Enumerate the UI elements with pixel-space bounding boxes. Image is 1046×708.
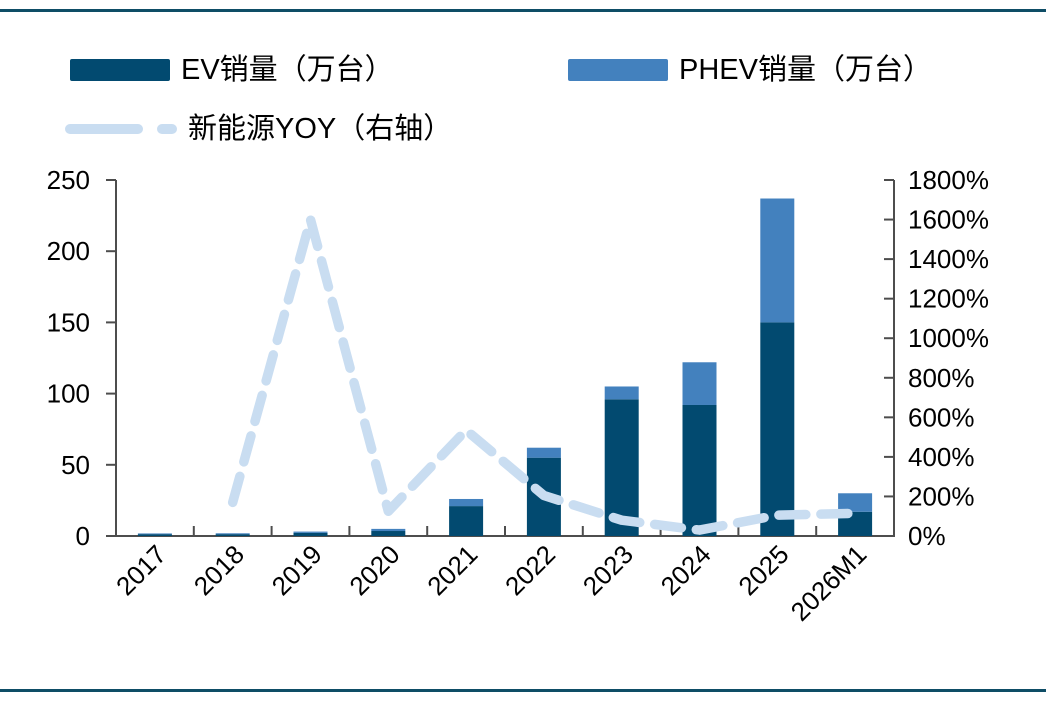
right-axis-tick-label: 1800% bbox=[908, 165, 989, 195]
bar-segment-phev bbox=[760, 198, 795, 323]
bar-segment-phev bbox=[371, 528, 406, 532]
legend-swatch-phev-icon bbox=[568, 59, 668, 81]
bar-segment-ev bbox=[371, 531, 406, 536]
x-axis-label: 2019 bbox=[266, 539, 328, 601]
legend-item-yoy: 新能源YOY（右轴） bbox=[65, 112, 452, 146]
x-axis-label: 2026M1 bbox=[785, 539, 873, 627]
bar-segment-ev bbox=[449, 506, 484, 536]
x-axis-label: 2025 bbox=[732, 539, 794, 601]
legend-label-phev: PHEV销量（万台） bbox=[679, 54, 932, 86]
x-axis-label: 2022 bbox=[499, 539, 561, 601]
right-axis-tick-label: 0% bbox=[908, 521, 946, 551]
legend-item-phev: PHEV销量（万台） bbox=[568, 53, 932, 87]
x-axis-label: 2020 bbox=[343, 539, 405, 601]
x-axis-label: 2021 bbox=[421, 539, 483, 601]
bar-segment-phev bbox=[604, 386, 639, 400]
left-axis-tick-label: 0 bbox=[76, 521, 90, 551]
left-axis-tick-label: 150 bbox=[47, 307, 90, 337]
top-rule bbox=[0, 9, 1046, 12]
right-axis-tick-label: 800% bbox=[908, 363, 975, 393]
bar-segment-phev bbox=[449, 498, 484, 507]
legend-swatch-ev-icon bbox=[70, 59, 170, 81]
x-axis-label: 2024 bbox=[655, 539, 717, 601]
right-axis-tick-label: 1400% bbox=[908, 244, 989, 274]
bar-segment-ev bbox=[215, 534, 250, 536]
left-axis-tick-label: 250 bbox=[47, 165, 90, 195]
right-axis-tick-label: 400% bbox=[908, 442, 975, 472]
x-axis-label: 2018 bbox=[188, 539, 250, 601]
bar-segment-phev bbox=[838, 493, 873, 512]
right-axis-tick-label: 1000% bbox=[908, 323, 989, 353]
left-axis-tick-label: 50 bbox=[61, 450, 90, 480]
yoy-line bbox=[227, 214, 860, 535]
bar-segment-ev bbox=[760, 322, 795, 536]
bar-segment-phev bbox=[215, 533, 250, 535]
right-axis-tick-label: 200% bbox=[908, 481, 975, 511]
bar-segment-ev bbox=[137, 534, 172, 536]
legend-item-ev: EV销量（万台） bbox=[70, 53, 394, 87]
left-axis-tick-label: 100 bbox=[47, 379, 90, 409]
bar-segment-phev bbox=[526, 447, 561, 458]
right-axis-tick-label: 1200% bbox=[908, 284, 989, 314]
bar-segment-ev bbox=[604, 399, 639, 536]
legend-dashed-line-icon bbox=[65, 124, 177, 134]
legend-label-ev: EV销量（万台） bbox=[181, 54, 394, 86]
bar-segment-ev bbox=[682, 404, 717, 536]
x-axis-label: 2017 bbox=[110, 539, 172, 601]
bar-segment-ev bbox=[293, 532, 328, 536]
bar-segment-phev bbox=[293, 531, 328, 533]
x-axis-label: 2023 bbox=[577, 539, 639, 601]
left-axis-tick-label: 200 bbox=[47, 236, 90, 266]
legend-label-yoy: 新能源YOY（右轴） bbox=[188, 113, 453, 145]
right-axis-tick-label: 600% bbox=[908, 402, 975, 432]
bar-segment-phev bbox=[137, 533, 172, 535]
bar-segment-phev bbox=[682, 362, 717, 405]
bottom-rule bbox=[0, 689, 1046, 692]
right-axis-tick-label: 1600% bbox=[908, 205, 989, 235]
